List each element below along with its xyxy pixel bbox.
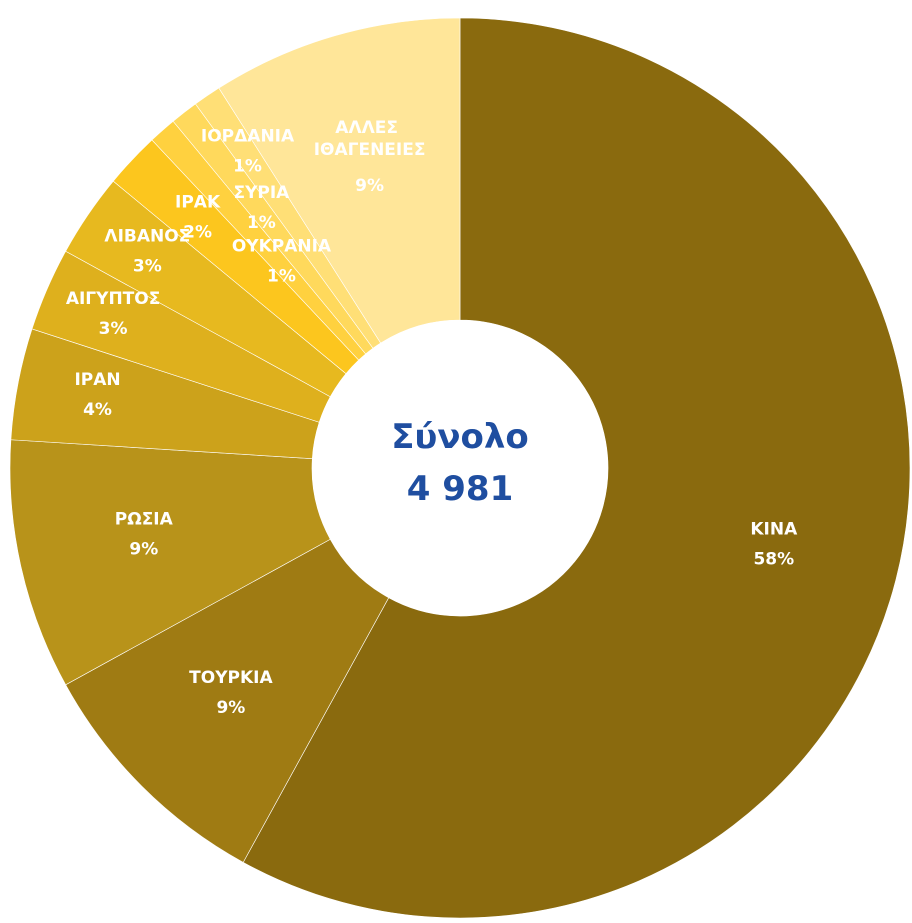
value-label: 1%	[267, 266, 296, 286]
value-label: 1%	[247, 213, 276, 233]
slice	[218, 17, 461, 344]
value-label: 2%	[183, 223, 212, 243]
slice-label: ΙΡΑΚ	[175, 193, 221, 213]
value-label: 9%	[216, 698, 245, 718]
slice-label: ΟΥΚΡΑΝΙΑ	[232, 236, 332, 256]
slices	[9, 17, 911, 919]
value-label: 3%	[99, 319, 128, 339]
value-label: 58%	[753, 550, 794, 570]
value-label: 9%	[129, 540, 158, 560]
slice-label: ΑΙΓΥΠΤΟΣ	[66, 289, 161, 309]
center-title: Σύνολο	[391, 417, 529, 457]
slice-label: ΛΙΒΑΝΟΣ	[104, 227, 190, 247]
slice-label: ΙΡΑΝ	[74, 370, 120, 390]
slice-label: ΙΟΡΔΑΝΙΑ	[201, 126, 295, 146]
value-label: 4%	[83, 400, 112, 420]
slice-label: ΡΩΣΙΑ	[115, 510, 174, 530]
center-total: 4 981	[407, 469, 513, 509]
slice-label: ΑΛΛΕΣ ΙΘΑΓΕΝΕΙΕΣ	[314, 118, 426, 160]
donut-hole	[312, 320, 608, 616]
value-label: 3%	[133, 257, 162, 277]
value-label: 1%	[233, 156, 262, 176]
slice-label: ΤΟΥΡΚΙΑ	[189, 668, 273, 688]
value-label: 9%	[355, 176, 384, 196]
slice-label: ΣΥΡΙΑ	[233, 183, 290, 203]
slice-label: ΚΙΝΑ	[750, 520, 798, 540]
